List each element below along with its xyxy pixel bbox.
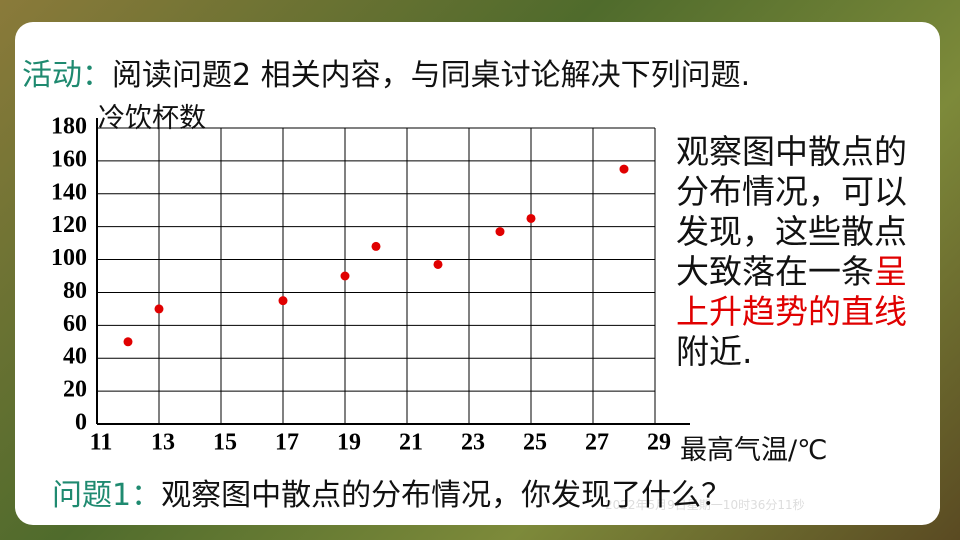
x-tick-label: 29 <box>647 430 671 456</box>
question-text: 观察图中散点的分布情况，你发现了什么？ <box>161 478 732 513</box>
y-tick-label: 20 <box>63 377 87 403</box>
x-tick-label: 13 <box>151 430 175 456</box>
y-tick-label: 60 <box>63 311 87 337</box>
side-text: 观察图中散点的分布情况，可以发现，这些散点大致落在一条呈上升趋势的直线附近. <box>676 132 912 372</box>
point <box>526 213 536 223</box>
x-tick-label: 11 <box>90 430 113 456</box>
x-tick-label: 19 <box>337 430 361 456</box>
y-axis-label: 冷饮杯数 <box>98 103 206 134</box>
point <box>495 227 505 237</box>
y-tick-label: 180 <box>51 114 87 140</box>
y-tick-label: 120 <box>51 212 87 238</box>
x-tick-label: 25 <box>523 430 547 456</box>
point <box>371 241 381 251</box>
question: 问题1：观察图中散点的分布情况，你发现了什么？ <box>52 470 731 514</box>
y-tick-label: 100 <box>51 245 87 271</box>
y-tick-label: 0 <box>75 410 87 436</box>
timestamp: 2022年5月9日星期一10时36分11秒 <box>605 498 805 512</box>
header-text: 阅读问题2 相关内容，与同桌讨论解决下列问题. <box>112 58 751 93</box>
header: 活动：阅读问题2 相关内容，与同桌讨论解决下列问题. <box>22 50 750 94</box>
header-label: 活动： <box>22 58 112 93</box>
x-tick-label: 27 <box>585 430 609 456</box>
y-tick-label: 40 <box>63 344 87 370</box>
x-tick-label: 17 <box>275 430 299 456</box>
point <box>154 304 164 314</box>
x-axis-label: 最高气温/℃ <box>680 435 828 466</box>
y-tick-label: 80 <box>63 278 87 304</box>
x-tick-label: 21 <box>399 430 423 456</box>
point <box>340 271 350 281</box>
question-label: 问题1： <box>52 478 162 513</box>
point <box>123 337 133 347</box>
point <box>278 296 288 306</box>
side-text-before: 观察图中散点的分布情况，可以发现，这些散点大致落在一条 <box>676 132 907 291</box>
y-tick-label: 160 <box>51 146 87 172</box>
content-panel <box>15 22 940 525</box>
point <box>619 164 629 174</box>
side-text-highlight: 呈上升趋势的直线 <box>676 252 907 331</box>
x-tick-label: 15 <box>213 430 237 456</box>
point <box>433 259 443 269</box>
side-text-after: 附近. <box>676 332 753 371</box>
x-tick-label: 23 <box>461 430 485 456</box>
y-tick-label: 140 <box>51 179 87 205</box>
